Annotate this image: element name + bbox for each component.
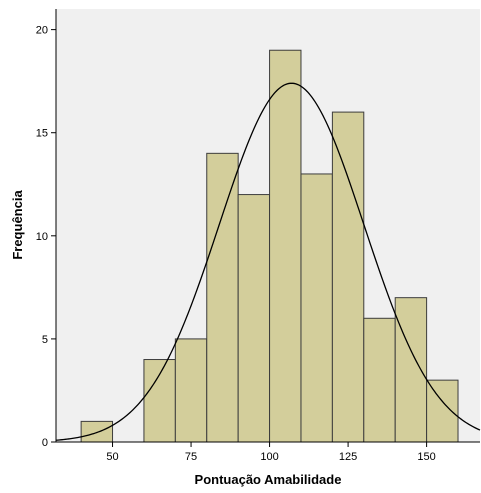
histogram-bar-8 [331, 111, 365, 443]
y-axis-title: Frequência [10, 190, 25, 260]
y-tick-label: 10 [36, 231, 48, 243]
y-tick-label: 20 [36, 25, 48, 37]
histogram-bar-9 [363, 317, 396, 443]
y-tick-label: 15 [36, 128, 48, 140]
x-tick-label: 75 [185, 451, 197, 463]
histogram-bar-5 [237, 194, 271, 443]
bars-group [80, 49, 459, 443]
y-tick-label: 5 [42, 334, 48, 346]
x-tick-label: 150 [417, 451, 435, 463]
histogram-bar-10 [394, 297, 428, 443]
histogram-bar-4 [206, 152, 239, 443]
x-ticks-group: 50 75 100 125 150 [106, 442, 436, 463]
normal-curve [55, 82, 481, 441]
histogram-bar-7 [300, 173, 333, 443]
x-axis-title: Pontuação Amabilidade [195, 472, 342, 487]
histogram-bar-2 [143, 359, 176, 443]
histogram-bar-0 [80, 420, 114, 443]
x-tick-label: 100 [260, 451, 278, 463]
y-tick-label: 0 [42, 437, 48, 449]
x-tick-label: 125 [339, 451, 357, 463]
histogram-bar-11 [426, 379, 459, 443]
y-ticks-group: 0 5 10 15 20 [36, 25, 56, 449]
x-tick-label: 50 [106, 451, 118, 463]
histogram-bar-6 [269, 49, 302, 443]
histogram-bar-3 [174, 338, 208, 443]
